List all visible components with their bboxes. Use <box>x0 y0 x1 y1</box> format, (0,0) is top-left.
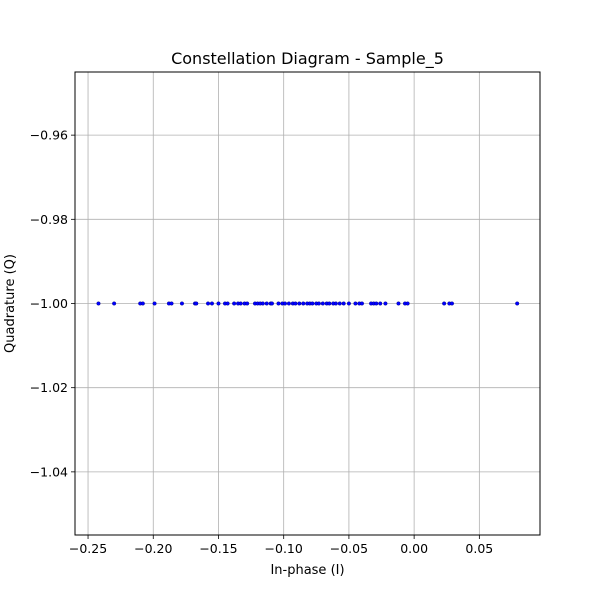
constellation-point <box>297 301 302 306</box>
constellation-point <box>337 301 342 306</box>
y-tick-label: −0.98 <box>30 212 68 227</box>
constellation-point <box>359 301 364 306</box>
constellation-point <box>140 301 145 306</box>
constellation-point <box>293 301 298 306</box>
constellation-point <box>169 301 174 306</box>
constellation-point <box>232 301 237 306</box>
x-tick-label: −0.25 <box>69 541 107 556</box>
y-axis-label: Quadrature (Q) <box>3 254 18 353</box>
constellation-point <box>449 301 454 306</box>
constellation-point <box>442 301 447 306</box>
constellation-point <box>260 301 265 306</box>
constellation-point <box>515 301 520 306</box>
x-tick-label: 0.00 <box>400 541 428 556</box>
constellation-point <box>405 301 410 306</box>
constellation-point <box>264 301 269 306</box>
x-tick-label: −0.05 <box>330 541 368 556</box>
constellation-point <box>245 301 250 306</box>
x-tick-label: −0.10 <box>265 541 303 556</box>
constellation-point <box>238 301 243 306</box>
constellation-point <box>383 301 388 306</box>
constellation-point <box>283 301 288 306</box>
y-tick-label: −1.00 <box>30 296 68 311</box>
constellation-point <box>152 301 157 306</box>
constellation-point <box>341 301 346 306</box>
constellation-point <box>327 301 332 306</box>
constellation-point <box>206 301 211 306</box>
y-tick-label: −0.96 <box>30 128 68 143</box>
constellation-point <box>269 301 274 306</box>
constellation-point <box>316 301 321 306</box>
constellation-point <box>374 301 379 306</box>
x-tick-label: −0.15 <box>199 541 237 556</box>
constellation-point <box>276 301 281 306</box>
constellation-point <box>194 301 199 306</box>
constellation-point <box>320 301 325 306</box>
constellation-point <box>286 301 291 306</box>
constellation-point <box>333 301 338 306</box>
constellation-point <box>96 301 101 306</box>
chart-title: Constellation Diagram - Sample_5 <box>171 49 444 69</box>
constellation-point <box>378 301 383 306</box>
constellation-point <box>225 301 230 306</box>
constellation-point <box>346 301 351 306</box>
y-tick-label: −1.04 <box>30 464 68 479</box>
constellation-point <box>396 301 401 306</box>
x-tick-label: 0.05 <box>465 541 493 556</box>
constellation-point <box>310 301 315 306</box>
constellation-point <box>301 301 306 306</box>
points-layer <box>96 301 520 306</box>
constellation-point <box>179 301 184 306</box>
constellation-point <box>216 301 221 306</box>
x-tick-label: −0.20 <box>134 541 172 556</box>
constellation-point <box>112 301 117 306</box>
constellation-point <box>209 301 214 306</box>
x-axis-label: In-phase (I) <box>270 563 344 578</box>
y-tick-label: −1.02 <box>30 380 68 395</box>
constellation-point <box>353 301 358 306</box>
ticks-layer: −0.25 −0.20 −0.15 −0.10 −0.05 0.00 0.05 −0.96 −0… <box>30 128 494 556</box>
